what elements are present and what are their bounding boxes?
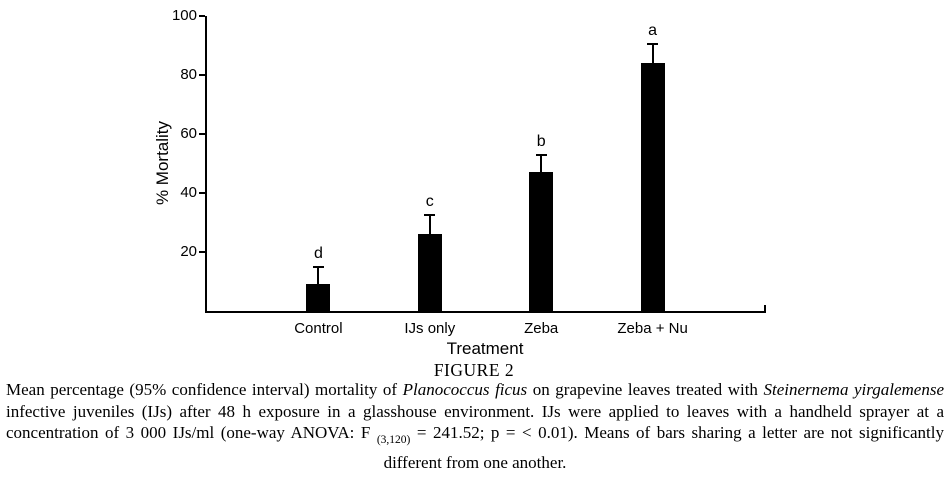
bar [306,284,331,311]
y-tick [199,74,205,76]
error-cap [424,214,436,217]
x-axis-end-tick [764,305,766,311]
caption-segment: Mean percentage (95% confidence interval… [6,380,403,399]
category-label: Zeba [524,320,559,337]
y-tick-label: 80 [180,66,197,83]
error-cap [647,43,659,46]
y-tick [199,15,205,17]
bar [640,63,665,311]
y-tick-label: 100 [171,7,197,24]
bar [529,172,554,311]
sig-letter: d [313,244,323,262]
error-cap [535,153,547,156]
error-bar [651,44,654,64]
y-tick-label: 60 [180,125,197,142]
y-tick [199,251,205,253]
error-bar [317,266,320,285]
bar-chart: % Mortality Treatment FIGURE 2 20 40 60 80 1… [153,7,766,380]
y-tick [199,192,205,194]
caption-segment: on grapevine leaves treated with [527,380,764,399]
y-axis-line [205,16,207,313]
caption-segment: infective juveniles (IJs) after 48 h exp… [6,401,944,443]
error-cap [312,265,324,268]
y-tick-label: 20 [180,243,197,260]
category-label: Control [294,320,343,337]
error-bar [540,154,543,173]
bar [417,234,442,311]
caption-segment: Steinernema yirgalemense [763,380,945,399]
category-label: Zeba + Nu [617,320,688,337]
y-tick-label: 40 [180,184,197,201]
y-axis-title: % Mortality [153,120,172,206]
sig-letter: c [425,193,434,211]
caption-segment: Planococcus ficus [402,380,528,399]
figure-title: FIGURE 2 [433,360,515,380]
x-axis-line [205,311,766,313]
sig-letter: b [536,132,546,150]
y-tick [199,133,205,135]
category-label: IJs only [404,320,456,337]
sig-letter: a [648,22,658,40]
x-axis-title: Treatment [446,339,524,358]
caption-segment: (3,120) [376,434,411,446]
caption-segment: = 241.52; p = < 0.01). Means of bars sha… [383,423,944,472]
figure-caption: Mean percentage (95% confidence interval… [6,379,944,473]
error-bar [428,215,431,235]
